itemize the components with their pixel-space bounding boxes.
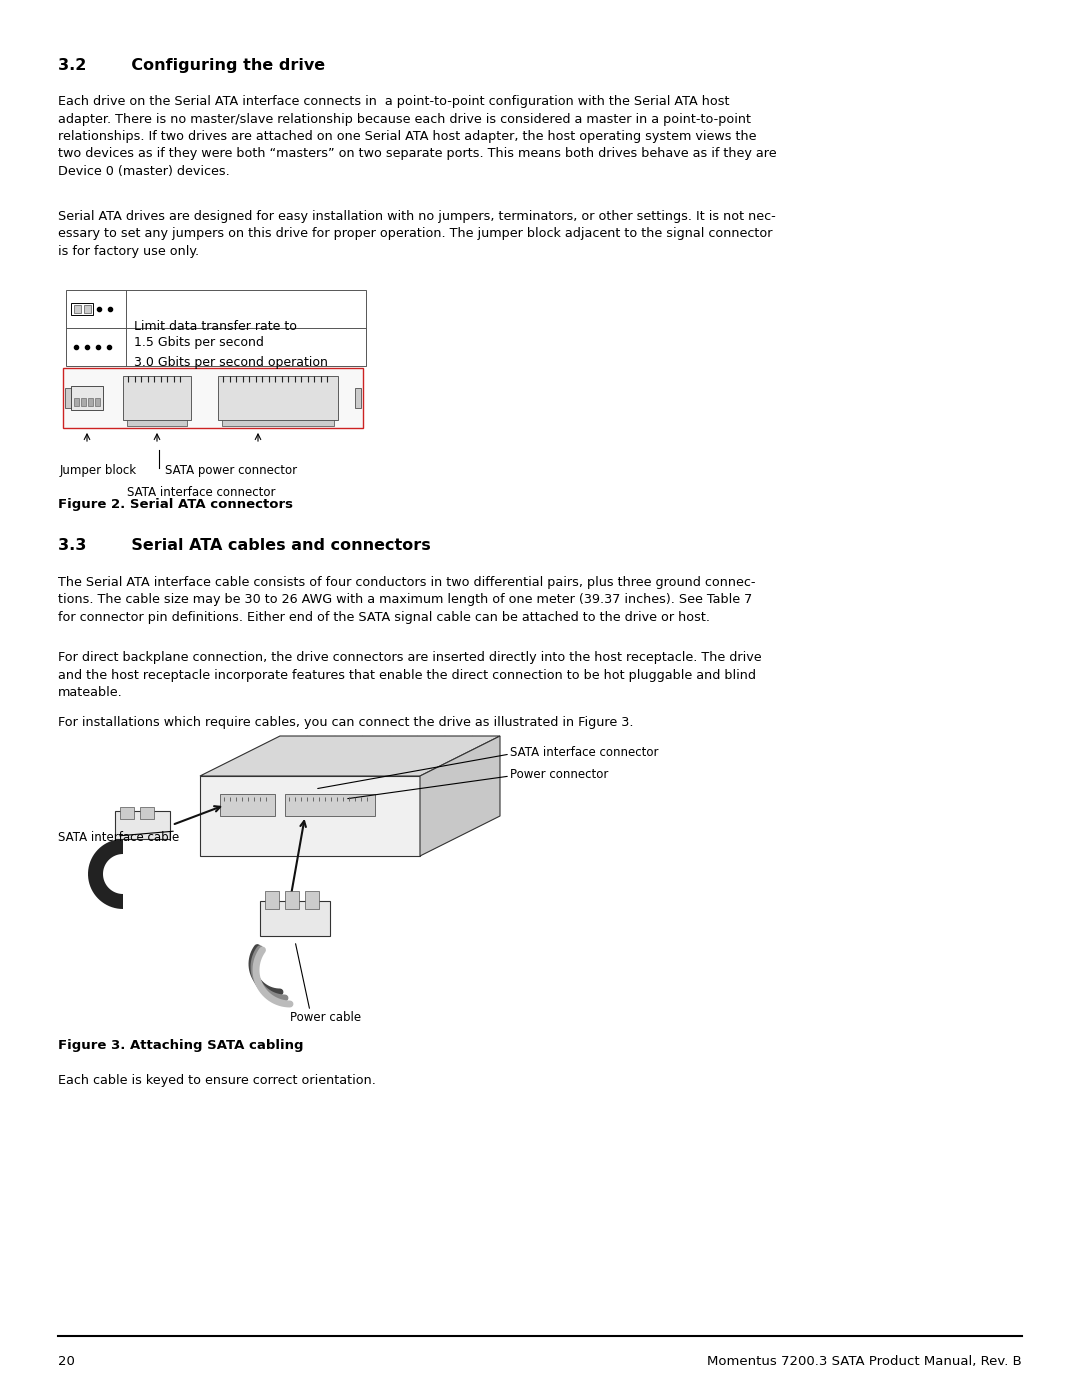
Text: For installations which require cables, you can connect the drive as illustrated: For installations which require cables, … xyxy=(58,717,634,729)
Text: Jumper block: Jumper block xyxy=(60,464,137,476)
Bar xyxy=(285,891,299,909)
Bar xyxy=(305,891,319,909)
Text: The Serial ATA interface cable consists of four conductors in two differential p: The Serial ATA interface cable consists … xyxy=(58,576,756,624)
Polygon shape xyxy=(89,840,123,909)
Bar xyxy=(71,303,93,314)
Bar xyxy=(63,367,363,427)
Text: Each cable is keyed to ensure correct orientation.: Each cable is keyed to ensure correct or… xyxy=(58,1074,376,1087)
Polygon shape xyxy=(200,775,420,856)
Bar xyxy=(355,388,361,408)
Bar xyxy=(81,398,86,407)
Text: Power cable: Power cable xyxy=(291,1011,361,1024)
Text: 20: 20 xyxy=(58,1355,75,1368)
Bar xyxy=(285,793,375,816)
Bar xyxy=(66,291,366,366)
Text: SATA interface connector: SATA interface connector xyxy=(127,486,275,499)
Bar xyxy=(65,388,71,408)
Text: Figure 3. Attaching SATA cabling: Figure 3. Attaching SATA cabling xyxy=(58,1039,303,1052)
Bar xyxy=(71,386,103,409)
Text: 3.3        Serial ATA cables and connectors: 3.3 Serial ATA cables and connectors xyxy=(58,538,431,553)
Text: Each drive on the Serial ATA interface connects in  a point-to-point configurati: Each drive on the Serial ATA interface c… xyxy=(58,95,777,177)
Bar xyxy=(140,807,154,819)
Text: Figure 2. Serial ATA connectors: Figure 2. Serial ATA connectors xyxy=(58,497,293,511)
Text: SATA interface connector: SATA interface connector xyxy=(510,746,659,759)
Bar xyxy=(114,812,170,840)
Bar xyxy=(95,398,100,407)
Bar xyxy=(260,901,330,936)
Bar xyxy=(87,398,93,407)
Bar xyxy=(127,420,187,426)
Text: For direct backplane connection, the drive connectors are inserted directly into: For direct backplane connection, the dri… xyxy=(58,651,761,698)
Bar xyxy=(220,793,275,816)
Text: SATA power connector: SATA power connector xyxy=(165,464,297,476)
Bar xyxy=(222,420,334,426)
Bar xyxy=(120,807,134,819)
Bar xyxy=(75,305,81,313)
Text: Power connector: Power connector xyxy=(510,768,608,781)
Polygon shape xyxy=(420,736,500,856)
Text: Momentus 7200.3 SATA Product Manual, Rev. B: Momentus 7200.3 SATA Product Manual, Rev… xyxy=(707,1355,1022,1368)
Bar xyxy=(265,891,279,909)
Text: 3.0 Gbits per second operation: 3.0 Gbits per second operation xyxy=(134,356,328,369)
Bar xyxy=(218,376,338,420)
Polygon shape xyxy=(200,736,500,775)
Text: Limit data transfer rate to
1.5 Gbits per second: Limit data transfer rate to 1.5 Gbits pe… xyxy=(134,320,297,349)
Bar xyxy=(75,398,79,407)
Text: Serial ATA drives are designed for easy installation with no jumpers, terminator: Serial ATA drives are designed for easy … xyxy=(58,210,775,258)
Text: SATA interface cable: SATA interface cable xyxy=(58,831,179,844)
Text: 3.2        Configuring the drive: 3.2 Configuring the drive xyxy=(58,59,325,73)
Bar xyxy=(123,376,191,420)
Bar xyxy=(84,305,91,313)
